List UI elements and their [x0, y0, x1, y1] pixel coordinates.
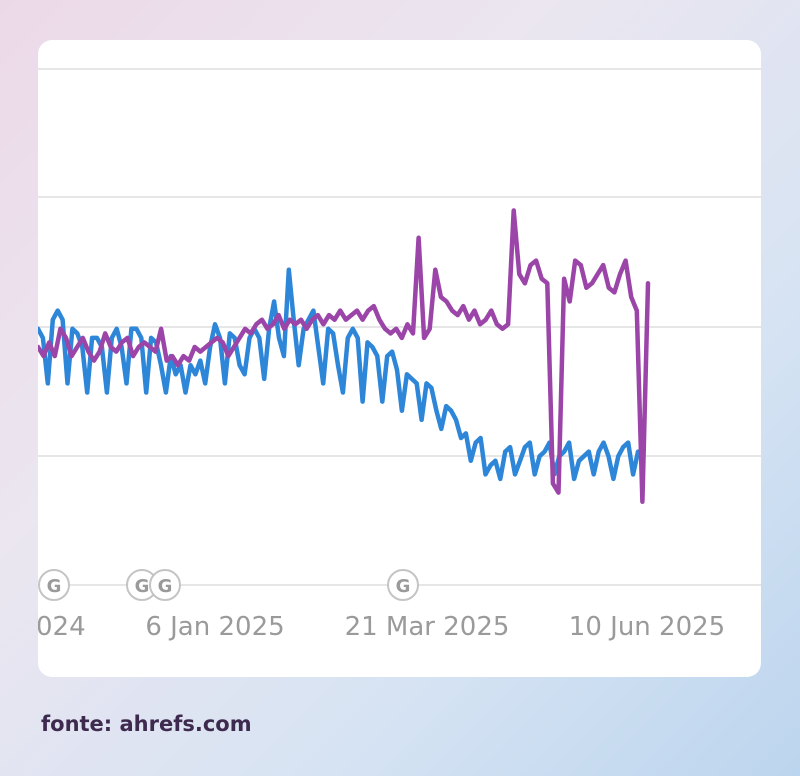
source-brand: ahrefs.com: [119, 712, 252, 736]
marker-label: G: [158, 576, 173, 597]
marker-circle: [38, 569, 70, 601]
gridlines: [38, 68, 761, 586]
source-caption: fonte: ahrefs.com: [41, 712, 252, 736]
x-axis-ticks: 024 6 Jan 2025 21 Mar 2025 10 Jun 2025: [38, 612, 725, 642]
series-line-blue: [38, 267, 641, 482]
x-tick-label: 21 Mar 2025: [345, 612, 510, 642]
google-update-marker[interactable]: G: [149, 569, 181, 601]
marker-label: G: [47, 576, 62, 597]
x-tick-label: 024: [38, 612, 86, 642]
google-update-marker[interactable]: G: [38, 569, 70, 601]
x-tick-label: 10 Jun 2025: [569, 612, 725, 642]
marker-circle: [387, 569, 419, 601]
series-line-purple: [38, 208, 651, 504]
google-update-marker[interactable]: G: [387, 569, 419, 601]
marker-label: G: [135, 576, 150, 597]
source-prefix: fonte:: [41, 712, 120, 736]
x-tick-label: 6 Jan 2025: [145, 612, 284, 642]
series-lines: [38, 208, 651, 504]
marker-label: G: [396, 576, 411, 597]
marker-circle: [149, 569, 181, 601]
